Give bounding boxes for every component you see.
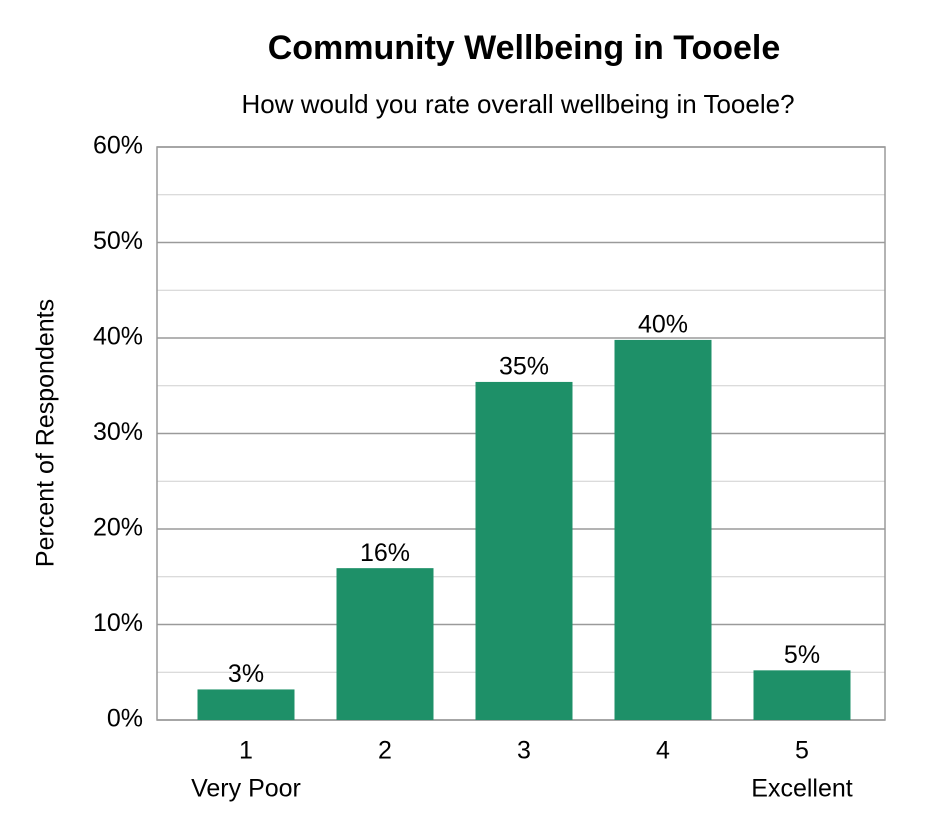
chart-title: Community Wellbeing in Tooele	[268, 29, 781, 67]
x-tick-label: 2	[378, 737, 392, 765]
bar	[197, 689, 295, 720]
x-tick-label: 5	[795, 737, 809, 765]
bar	[614, 339, 712, 720]
data-label: 16%	[360, 539, 410, 567]
y-tick-label: 40%	[93, 323, 143, 351]
x-tick-sublabel: Excellent	[751, 775, 852, 803]
bar	[336, 568, 434, 720]
y-tick-label: 60%	[93, 132, 143, 160]
y-axis-label: Percent of Respondents	[32, 299, 60, 567]
y-tick-label: 20%	[93, 514, 143, 542]
data-label: 35%	[499, 353, 549, 381]
data-label: 40%	[638, 311, 688, 339]
chart-subtitle: How would you rate overall wellbeing in …	[241, 89, 794, 119]
bar	[475, 381, 573, 720]
data-label: 3%	[228, 660, 264, 688]
data-label: 5%	[784, 641, 820, 669]
x-tick-label: 1	[239, 737, 253, 765]
x-tick-label: 4	[656, 737, 670, 765]
x-tick-sublabel: Very Poor	[191, 775, 301, 803]
bar	[753, 670, 851, 720]
y-tick-label: 0%	[107, 705, 143, 733]
y-tick-label: 50%	[93, 227, 143, 255]
y-tick-label: 30%	[93, 418, 143, 446]
x-tick-label: 3	[517, 737, 531, 765]
y-tick-label: 10%	[93, 609, 143, 637]
